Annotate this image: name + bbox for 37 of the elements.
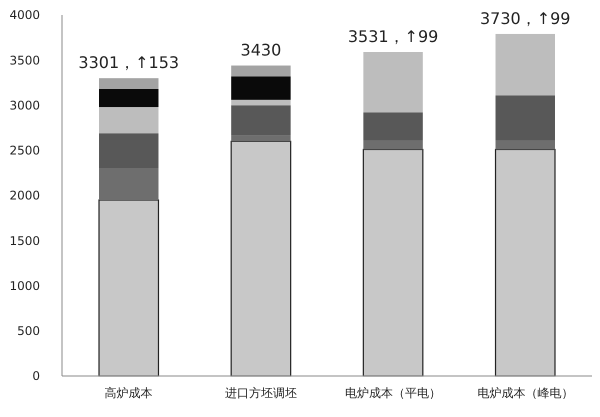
y-tick-label: 4000 (9, 8, 40, 22)
bar (363, 52, 423, 112)
bar (99, 89, 158, 108)
bar (99, 107, 158, 134)
y-tick-label: 1500 (9, 234, 40, 248)
bar (363, 140, 423, 150)
bar (231, 100, 291, 106)
x-tick-label: 电炉成本（平电） (345, 386, 442, 400)
text: 3430 (240, 40, 282, 60)
y-tick-label: 500 (17, 324, 40, 338)
y-tick-label: 3500 (9, 53, 40, 68)
bar (496, 95, 555, 140)
bar (494, 148, 556, 377)
bar (230, 140, 292, 377)
y-tick-label: 0 (32, 369, 40, 384)
y-tick-label: 2500 (9, 144, 40, 158)
bar (231, 135, 291, 142)
y-tick-label: 1000 (9, 278, 40, 293)
x-tick-label: 电炉成本（峰电） (477, 386, 574, 400)
bar (99, 168, 158, 200)
bar (496, 140, 555, 150)
bar (231, 66, 291, 76)
bar (363, 112, 423, 140)
bar (362, 148, 424, 377)
y-tick-label: 3000 (9, 98, 40, 112)
bar (99, 78, 158, 90)
bar (98, 199, 160, 377)
bar (496, 34, 555, 96)
text: 3730，↑99 (480, 8, 570, 28)
y-tick-label: 2000 (9, 188, 40, 203)
bar (231, 105, 291, 136)
text: 3301，↑153 (78, 53, 180, 72)
bar (99, 133, 158, 168)
x-tick-label: 进口方坯调坯 (224, 386, 297, 400)
x-tick-label: 高炉成本 (104, 386, 153, 400)
bar (231, 76, 291, 100)
text: 3531，↑99 (348, 27, 438, 46)
